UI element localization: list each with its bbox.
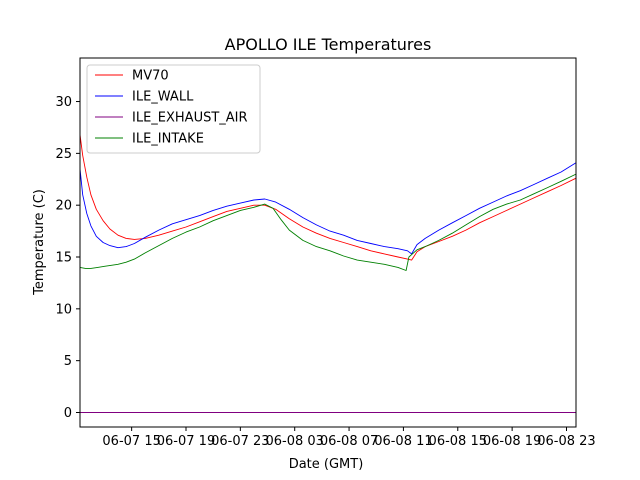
x-tick-label: 06-07 19	[157, 434, 215, 449]
y-tick-label: 20	[55, 199, 72, 214]
legend-label: ILE_INTAKE	[132, 132, 204, 147]
y-tick-label: 30	[55, 95, 72, 110]
series-layer	[79, 134, 577, 413]
chart-title: APOLLO ILE Temperatures	[225, 35, 432, 54]
x-tick-label: 06-07 23	[211, 434, 269, 449]
x-tick-label: 06-08 15	[429, 434, 487, 449]
y-tick-label: 10	[55, 302, 72, 317]
y-tick-label: 25	[55, 147, 72, 162]
y-tick-label: 5	[64, 354, 72, 369]
legend-label: MV70	[132, 69, 169, 84]
y-axis: 0 5 10 15 20 25 30	[55, 95, 80, 421]
x-tick-label: 06-07 15	[102, 434, 160, 449]
plot-frame	[79, 57, 577, 428]
y-tick-label: 15	[55, 251, 72, 266]
series-line-ile-intake	[79, 173, 577, 271]
x-tick-label: 06-08 11	[374, 434, 432, 449]
legend: MV70 ILE_WALL ILE_EXHAUST_AIR ILE_INTAKE	[86, 64, 261, 154]
legend-label: ILE_WALL	[132, 90, 194, 105]
series-line-mv70	[79, 134, 577, 261]
series-line-ile-wall	[79, 162, 577, 255]
x-tick-label: 06-08 03	[265, 434, 323, 449]
legend-box	[86, 64, 261, 154]
x-tick-label: 06-08 23	[537, 434, 595, 449]
x-axis-title: Date (GMT)	[289, 457, 364, 472]
y-axis-title: Temperature (C)	[32, 189, 47, 296]
legend-label: ILE_EXHAUST_AIR	[132, 111, 248, 126]
y-tick-label: 0	[64, 406, 72, 421]
x-tick-label: 06-08 07	[320, 434, 378, 449]
x-tick-label: 06-08 19	[483, 434, 541, 449]
